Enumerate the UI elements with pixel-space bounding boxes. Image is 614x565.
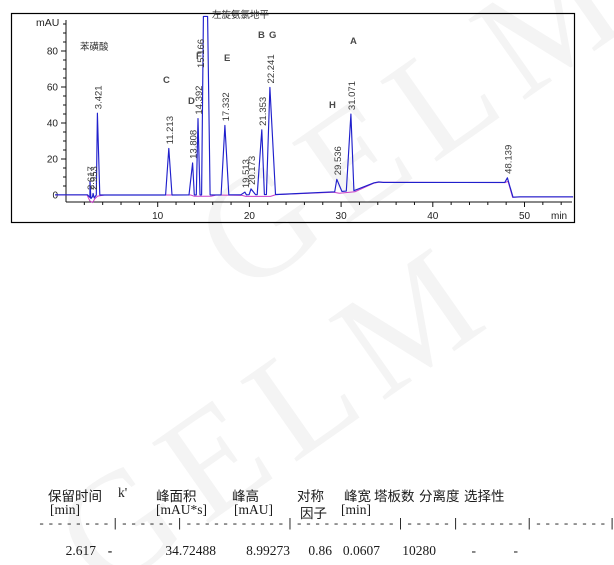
cell-k-prime: - xyxy=(107,543,113,558)
unit-mau: [mAU] xyxy=(234,502,273,517)
peak-rt-label: 17.332 xyxy=(221,92,232,121)
peak-results-table: 保留时间 k' 峰面积 峰高 对称 峰宽 塔板数 分离度 选择性 [min] [… xyxy=(0,238,614,565)
cell-selectivity: 1.13 xyxy=(476,561,518,565)
unit-mau-s: [mAU*s] xyxy=(156,502,207,517)
x-axis-unit-label: min xyxy=(551,211,567,222)
y-tick-label: 20 xyxy=(47,155,59,166)
peak-rt-label: 48.139 xyxy=(503,145,514,174)
cell-resolution: - xyxy=(471,543,477,558)
col-header-plate-number: 塔板数 xyxy=(374,489,415,504)
peak-rt-label: 11.213 xyxy=(165,116,176,144)
col-header-selectivity: 选择性 xyxy=(464,489,505,504)
peak-rt-label: 3.421 xyxy=(93,85,104,109)
x-tick-label: 30 xyxy=(336,211,348,222)
cell-peak-height: 8.99273 xyxy=(246,543,290,558)
peak-rt-label: 22.241 xyxy=(266,54,277,83)
peak-letter-D: D xyxy=(188,96,195,107)
cell-peak-width: 0.2305 xyxy=(332,561,380,565)
peak-letter-F: F xyxy=(196,51,202,62)
col-header-peak-area: 峰面积 xyxy=(156,489,197,504)
cell-k-prime: - xyxy=(96,561,124,565)
unit-min-width: [min] xyxy=(341,502,371,517)
y-tick-label: 0 xyxy=(52,191,58,202)
compound-annotation: 左旋氨氯地平 xyxy=(212,9,270,21)
chart-border xyxy=(10,12,576,224)
peak-rt-label: 19.513 xyxy=(241,159,252,188)
peak-rt-label: 15.166 xyxy=(196,39,207,68)
compound-annotations: 苯磺酸 左旋氨氯地平 xyxy=(80,9,270,53)
sample-signal-trace xyxy=(55,15,574,200)
cell-peak-area: 22.49119 xyxy=(124,561,216,565)
cell-resolution: 1.35 xyxy=(436,561,476,565)
cell-symmetry: 0.86 xyxy=(308,543,332,558)
col-header-peak-height: 峰高 xyxy=(232,489,259,504)
cell-symmetry: 1.42 xyxy=(290,561,332,565)
x-tick-label: 20 xyxy=(244,211,256,222)
peak-letter-G: G xyxy=(269,30,276,41)
peak-rt-label: 20.173 xyxy=(247,156,258,185)
peak-letter-markers: C D F E B G H A xyxy=(163,30,357,111)
peak-rt-label: 13.808 xyxy=(189,130,200,159)
cell-selectivity: - xyxy=(513,543,519,558)
peak-rt-label: 2.617 xyxy=(86,166,97,190)
peak-letter-E: E xyxy=(224,53,230,64)
peak-letter-A: A xyxy=(350,36,357,47)
cell-retention-time: 2.617 xyxy=(65,543,96,558)
cell-peak-width: 0.0607 xyxy=(342,543,380,558)
y-tick-label: 40 xyxy=(47,119,59,130)
peak-rt-label: 21.353 xyxy=(258,97,269,126)
y-axis-unit-label: mAU xyxy=(36,17,59,29)
symmetry-factor: 因子 xyxy=(300,506,327,521)
x-tick-label: 50 xyxy=(519,211,531,222)
y-tick-label: 80 xyxy=(47,47,59,58)
table-row: 2.953 - 22.49119 1.92569 1.42 0.2305 907… xyxy=(38,561,518,565)
cell-peak-height: 1.92569 xyxy=(216,561,290,565)
cell-plate-number: 10280 xyxy=(402,543,436,558)
compound-annotation: 苯磺酸 xyxy=(80,41,109,53)
unit-min: [min] xyxy=(50,502,80,517)
cell-retention-time: 2.953 xyxy=(38,561,96,565)
table-row: 2.617 - 34.72488 8.99273 0.86 0.0607 102… xyxy=(38,542,518,561)
peak-letter-B: B xyxy=(258,30,265,41)
y-tick-label: 60 xyxy=(47,83,59,94)
tick-labels: 0 20 40 60 80 10 20 30 40 50 xyxy=(47,47,531,223)
x-tick-label: 10 xyxy=(152,211,164,222)
col-header-symmetry: 对称 xyxy=(297,489,324,504)
table-separator: --------|------|-----------|-----------|… xyxy=(38,517,614,531)
cell-peak-area: 34.72488 xyxy=(165,543,216,558)
axes xyxy=(61,20,572,207)
peak-letter-H: H xyxy=(329,100,336,111)
reference-signal-trace xyxy=(55,180,574,204)
peak-rt-label: 29.536 xyxy=(333,146,344,175)
peak-rt-label: 14.392 xyxy=(194,86,205,115)
col-header-retention-time: 保留时间 xyxy=(48,489,102,504)
peak-rt-label: 31.071 xyxy=(347,81,358,110)
col-header-resolution: 分离度 xyxy=(419,489,460,504)
x-tick-label: 40 xyxy=(427,211,439,222)
peak-letter-C: C xyxy=(163,75,170,86)
cell-plate-number: 907 xyxy=(380,561,436,565)
table-body: 2.617 - 34.72488 8.99273 0.86 0.0607 102… xyxy=(38,542,518,565)
col-header-peak-width: 峰宽 xyxy=(344,489,371,504)
col-header-k-prime: k' xyxy=(118,485,128,500)
peak-rt-label: 2.953 xyxy=(89,166,100,190)
